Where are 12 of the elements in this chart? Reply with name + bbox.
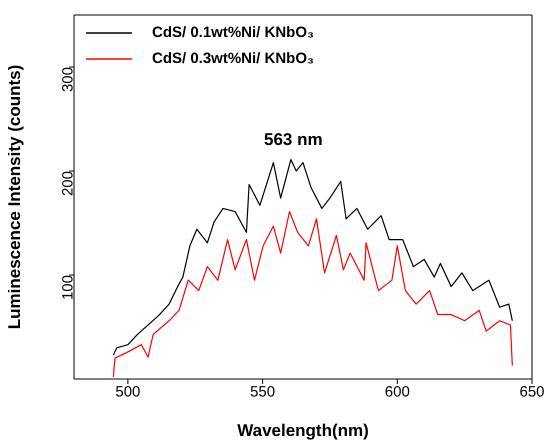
annotation: 563 nm: [264, 130, 323, 150]
x-axis-title: Wavelength(nm): [237, 421, 369, 440]
legend-label: CdS/ 0.1wt%Ni/ KNbO₃: [152, 23, 314, 43]
x-tick-label: 650: [519, 384, 545, 401]
y-tick-label: 200: [59, 171, 76, 196]
y-axis-title: Luminescence Intensity (counts): [5, 64, 24, 330]
legend-label: CdS/ 0.3wt%Ni/ KNbO₃: [152, 49, 314, 69]
x-tick-label: 600: [384, 384, 410, 401]
y-tick-label: 300: [59, 67, 76, 92]
x-tick-label: 500: [115, 384, 140, 401]
x-tick-label: 550: [250, 384, 276, 401]
y-tick-label: 100: [59, 275, 76, 300]
